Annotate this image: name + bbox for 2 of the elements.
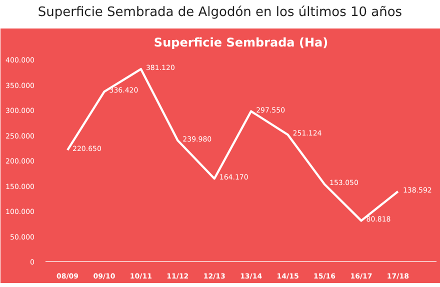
chart-subtitle: Superficie Sembrada de Algodón en los últimos 10 años: [38, 4, 402, 22]
chart-title: Superficie Sembrada (Ha): [154, 36, 328, 50]
